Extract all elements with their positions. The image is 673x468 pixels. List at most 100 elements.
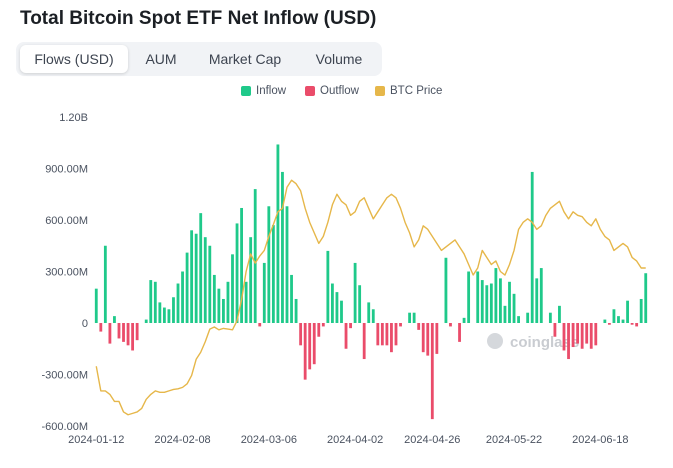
y-tick-label: 900.00M (45, 164, 88, 176)
inflow-bar (467, 271, 471, 323)
legend-label-btc-price: BTC Price (390, 85, 443, 97)
legend-item-outflow[interactable]: Outflow (305, 82, 369, 100)
tab-flows-usd[interactable]: Flows (USD) (20, 45, 128, 73)
inflow-bar (603, 319, 607, 323)
inflow-bar (262, 262, 266, 323)
inflow-bar (158, 302, 162, 323)
inflow-bar (367, 302, 371, 323)
outflow-bar (458, 323, 461, 342)
inflow-bar (508, 281, 511, 323)
inflow-bar (199, 213, 203, 323)
x-tick-label: 2024-05-22 (486, 434, 542, 446)
page-title: Total Bitcoin Spot ETF Net Inflow (USD) (20, 8, 377, 29)
inflow-bar (162, 307, 166, 323)
outflow-bar (421, 323, 425, 353)
legend-label-outflow: Outflow (320, 85, 359, 97)
outflow-bar (580, 323, 584, 349)
inflow-bar (94, 288, 98, 323)
outflow-bar (135, 323, 139, 341)
y-tick-label: 600.00M (45, 215, 88, 227)
inflow-bar (226, 281, 230, 323)
outflow-bar (258, 323, 262, 327)
outflow-bar (108, 323, 112, 344)
inflow-bar (217, 288, 221, 323)
inflow-bar (176, 283, 180, 323)
inflow-bar (612, 309, 616, 323)
outflow-bar (99, 323, 103, 332)
outflow-bar (630, 323, 634, 325)
inflow-bar (172, 297, 175, 323)
inflow-bar (330, 283, 334, 323)
inflow-bar (294, 298, 298, 323)
inflow-bar (626, 300, 629, 323)
inflow-bar (444, 257, 448, 323)
inflow-bar (558, 305, 561, 323)
outflow-bar (399, 323, 402, 327)
inflow-bar (621, 319, 625, 323)
inflow-bar (113, 316, 116, 323)
chart-tab-bar: Flows (USD) AUM Market Cap Volume (16, 42, 382, 76)
legend-swatch-outflow (305, 86, 315, 96)
outflow-bar (117, 323, 121, 339)
outflow-bar (380, 323, 384, 346)
inflow-bar (271, 225, 275, 323)
legend-swatch-inflow (241, 86, 251, 96)
inflow-bar (535, 278, 539, 323)
outflow-bar (449, 323, 452, 327)
inflow-bar (462, 317, 466, 323)
inflow-bar (144, 319, 148, 323)
inflow-bar (639, 298, 643, 323)
inflow-bar (503, 305, 507, 323)
inflow-bar (494, 268, 498, 323)
tab-market-cap[interactable]: Market Cap (208, 51, 282, 67)
inflow-bar (190, 230, 194, 323)
legend-item-btc-price[interactable]: BTC Price (375, 82, 451, 100)
outflow-bar (308, 323, 312, 370)
outflow-bar (349, 323, 352, 329)
inflow-bar (181, 271, 184, 323)
y-tick-label: 300.00M (45, 267, 88, 279)
outflow-bar (594, 323, 598, 346)
inflow-bar (526, 312, 530, 323)
outflow-bar (607, 323, 611, 325)
outflow-bar (589, 323, 593, 349)
inflow-bar (249, 237, 253, 323)
outflow-bar (312, 323, 316, 365)
y-tick-label: 0 (82, 318, 88, 330)
legend-label-inflow: Inflow (256, 85, 287, 97)
inflow-bar (371, 309, 375, 323)
inflow-bar (222, 298, 225, 323)
tab-aum[interactable]: AUM (145, 51, 177, 67)
inflow-bar (358, 285, 362, 323)
tab-volume[interactable]: Volume (315, 51, 363, 67)
outflow-bar (390, 323, 393, 353)
inflow-bar (244, 281, 248, 323)
outflow-bar (635, 323, 639, 327)
inflow-bar (353, 262, 357, 323)
inflow-bar (267, 206, 271, 323)
outflow-bar (417, 323, 421, 330)
legend-item-inflow[interactable]: Inflow (241, 82, 301, 100)
inflow-bar (512, 293, 516, 323)
outflow-bar (321, 323, 325, 327)
inflow-bar (285, 206, 289, 323)
inflow-bar (153, 281, 157, 323)
inflow-bar (194, 233, 198, 323)
outflow-bar (562, 323, 566, 351)
outflow-bar (317, 323, 321, 337)
inflow-bar (644, 273, 648, 323)
inflow-bar (185, 252, 189, 323)
inflow-bar (617, 316, 620, 323)
inflow-bar (281, 171, 284, 323)
inflow-bar (212, 274, 216, 323)
outflow-bar (567, 323, 570, 360)
inflow-bar (103, 245, 107, 323)
inflow-bar (231, 254, 234, 323)
outflow-bar (376, 323, 380, 346)
x-tick-label: 2024-04-26 (404, 434, 460, 446)
inflow-bar (240, 207, 243, 323)
inflow-bar (149, 280, 153, 323)
coinglass-logo-icon (487, 333, 503, 349)
btc-price-line (95, 179, 646, 416)
inflow-bar (408, 312, 412, 323)
